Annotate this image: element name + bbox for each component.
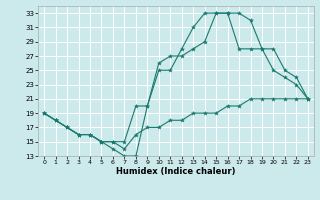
X-axis label: Humidex (Indice chaleur): Humidex (Indice chaleur) — [116, 167, 236, 176]
